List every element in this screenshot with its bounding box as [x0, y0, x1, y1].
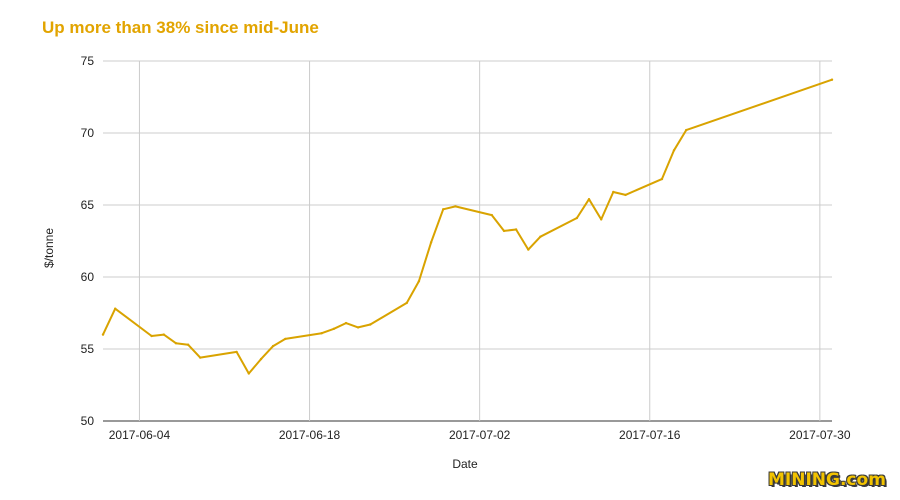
x-tick-label: 2017-07-16 [619, 428, 681, 442]
chart-title: Up more than 38% since mid-June [42, 18, 319, 37]
data-point [405, 301, 408, 305]
data-point [685, 128, 688, 132]
x-tick-label: 2017-07-02 [449, 428, 511, 442]
data-point [502, 229, 506, 233]
data-point [624, 193, 627, 197]
data-point [429, 241, 433, 244]
x-axis-title: Date [452, 457, 478, 471]
data-point [186, 343, 190, 346]
data-point [369, 323, 372, 326]
data-point [162, 333, 165, 336]
data-point [284, 337, 287, 341]
data-point [114, 307, 117, 310]
data-point [600, 218, 603, 221]
gridlines [103, 60, 832, 422]
data-point [417, 280, 421, 283]
data-point [356, 326, 360, 329]
data-point [199, 356, 202, 359]
data-point [527, 248, 530, 251]
y-axis-ticks: 50 55 60 65 70 75 [81, 54, 95, 428]
y-tick-label: 60 [81, 270, 95, 284]
y-axis-title: $/tonne [42, 228, 56, 268]
data-point [660, 177, 664, 181]
data-point [101, 333, 105, 336]
data-point [575, 216, 579, 220]
data-point [271, 344, 275, 348]
data-point [830, 78, 834, 81]
data-point [344, 321, 348, 325]
y-tick-label: 70 [81, 126, 95, 140]
data-point [454, 205, 457, 208]
data-point [259, 357, 263, 361]
data-point [235, 350, 238, 354]
y-tick-label: 75 [81, 54, 95, 68]
x-axis-ticks: 2017-06-04 2017-06-18 2017-07-02 2017-07-16… [109, 428, 851, 442]
data-point [247, 372, 250, 375]
data-point [332, 327, 336, 330]
data-point [672, 149, 676, 152]
y-tick-label: 65 [81, 198, 95, 212]
data-point [490, 213, 493, 217]
data-point [587, 198, 591, 201]
data-point [612, 190, 615, 194]
x-tick-label: 2017-06-04 [109, 428, 171, 442]
x-tick-label: 2017-06-18 [279, 428, 341, 442]
data-point [150, 334, 153, 338]
data-point [539, 235, 542, 238]
data-point [442, 208, 445, 211]
data-point [514, 228, 518, 231]
series-layer [101, 78, 834, 375]
x-tick-label: 2017-07-30 [789, 428, 851, 442]
mining-com-logo: MINING.com [768, 470, 886, 490]
price-series-line [102, 78, 833, 375]
y-tick-label: 50 [81, 414, 95, 428]
data-point [320, 332, 323, 335]
y-tick-label: 55 [81, 342, 95, 356]
data-point [174, 342, 178, 345]
